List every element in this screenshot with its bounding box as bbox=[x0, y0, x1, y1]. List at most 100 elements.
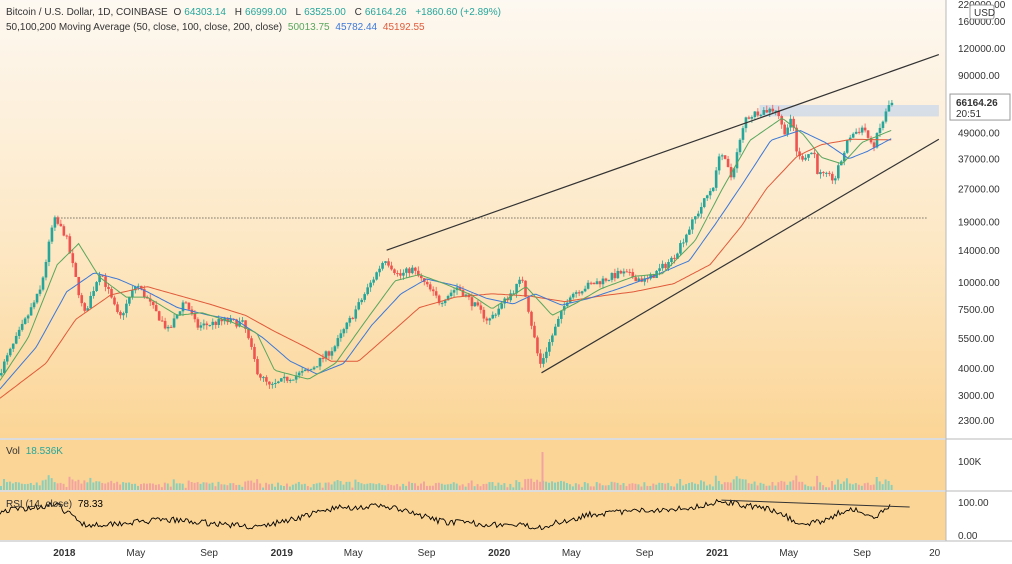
volume-bar bbox=[601, 485, 604, 490]
volume-bar bbox=[202, 482, 205, 490]
trendline-1 bbox=[386, 53, 940, 251]
candle-body bbox=[151, 301, 155, 306]
volume-bar bbox=[470, 480, 473, 490]
volume-bar bbox=[288, 486, 291, 490]
candle-body bbox=[542, 358, 545, 364]
candle-body bbox=[828, 172, 831, 174]
candle-body bbox=[396, 273, 399, 275]
volume-bar bbox=[577, 484, 580, 490]
candle-body bbox=[372, 279, 375, 283]
candle-body bbox=[813, 152, 816, 155]
candle-body bbox=[670, 257, 673, 263]
candle-body bbox=[65, 235, 69, 237]
candle-body bbox=[625, 271, 629, 273]
candle-body bbox=[11, 343, 15, 349]
volume-bar bbox=[461, 484, 464, 490]
volume-bar bbox=[714, 475, 717, 490]
candle-body bbox=[738, 139, 742, 153]
volume-pane-background bbox=[0, 440, 946, 490]
volume-bar bbox=[646, 485, 649, 490]
candle-body bbox=[765, 110, 769, 113]
candle-body bbox=[685, 234, 688, 243]
candle-body bbox=[59, 223, 63, 227]
volume-bar bbox=[747, 483, 750, 490]
volume-bar bbox=[53, 482, 56, 490]
candle-body bbox=[256, 359, 259, 375]
volume-bar bbox=[437, 482, 440, 490]
volume-bar bbox=[500, 484, 503, 490]
candle-body bbox=[160, 320, 164, 322]
volume-bar bbox=[271, 483, 274, 490]
candle-body bbox=[819, 172, 822, 175]
volume-bar bbox=[56, 483, 59, 490]
volume-bar bbox=[825, 487, 828, 490]
volume-bar bbox=[548, 482, 551, 490]
candle-body bbox=[634, 277, 638, 282]
volume-bar bbox=[628, 483, 631, 490]
candle-body bbox=[610, 273, 614, 280]
current-price-value: 66164.26 bbox=[956, 98, 998, 109]
candle-body bbox=[637, 278, 641, 282]
volume-bar bbox=[488, 482, 491, 490]
candle-body bbox=[470, 297, 474, 307]
x-tick-label: May bbox=[344, 548, 363, 559]
candle-body bbox=[607, 279, 611, 281]
volume-bar bbox=[521, 487, 524, 490]
candle-body bbox=[491, 314, 495, 319]
candle-body bbox=[533, 325, 536, 338]
volume-bar bbox=[411, 482, 414, 490]
candle-body bbox=[848, 137, 852, 141]
ma100-line bbox=[0, 130, 892, 390]
candle-body bbox=[282, 376, 286, 379]
candle-body bbox=[125, 303, 128, 314]
candle-body bbox=[268, 381, 271, 385]
candle-body bbox=[750, 117, 754, 119]
volume-bar bbox=[68, 476, 71, 490]
x-tick-label: May bbox=[779, 548, 798, 559]
candle-body bbox=[259, 374, 262, 378]
candle-body bbox=[17, 329, 21, 336]
volume-bar bbox=[604, 485, 607, 490]
volume-bar bbox=[616, 482, 619, 490]
candle-body bbox=[35, 293, 39, 303]
volume-bar bbox=[676, 483, 679, 490]
volume-bar bbox=[175, 483, 178, 490]
volume-bar bbox=[393, 485, 396, 490]
volume-bar bbox=[262, 487, 265, 490]
candle-body bbox=[488, 318, 492, 321]
candle-body bbox=[154, 305, 158, 312]
volume-bar bbox=[89, 477, 92, 490]
volume-bar bbox=[375, 484, 378, 490]
candle-body bbox=[271, 383, 274, 385]
candle-body bbox=[747, 117, 751, 119]
candle-body bbox=[354, 309, 358, 319]
volume-bar bbox=[491, 482, 494, 490]
candle-body bbox=[545, 351, 548, 359]
volume-bar bbox=[592, 486, 595, 490]
volume-bar bbox=[559, 480, 562, 490]
candle-body bbox=[798, 151, 801, 157]
candle-body bbox=[44, 261, 48, 278]
candle-body bbox=[688, 229, 691, 235]
candle-body bbox=[768, 108, 772, 113]
candle-body bbox=[884, 111, 888, 122]
volume-bar bbox=[637, 484, 640, 490]
ma50-value: 50013.75 bbox=[287, 22, 330, 33]
candle-body bbox=[342, 329, 346, 334]
symbol-legend: Bitcoin / U.S. Dollar, 1D, COINBASE O 643… bbox=[6, 7, 504, 18]
volume-bar bbox=[780, 480, 783, 490]
candle-body bbox=[137, 285, 140, 287]
volume-bar bbox=[607, 485, 610, 490]
volume-bar bbox=[452, 482, 455, 490]
candle-body bbox=[515, 283, 518, 294]
candle-body bbox=[14, 335, 18, 344]
volume-bar bbox=[696, 484, 699, 490]
volume-bar bbox=[854, 483, 857, 490]
candle-body bbox=[366, 287, 369, 295]
candle-body bbox=[711, 187, 715, 192]
volume-bar bbox=[643, 482, 646, 490]
volume-bar bbox=[798, 481, 801, 490]
volume-bar bbox=[851, 484, 854, 490]
